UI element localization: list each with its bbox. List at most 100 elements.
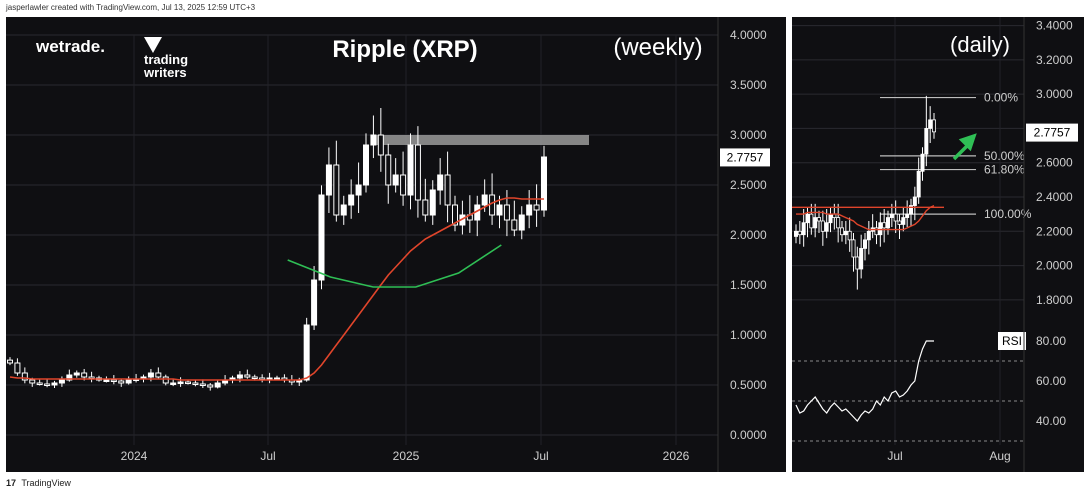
rsi-y-tick: 80.00 bbox=[1036, 334, 1066, 348]
weekly-candle-body bbox=[118, 380, 125, 384]
weekly-moving-average bbox=[9, 197, 544, 381]
weekly-candle-body bbox=[518, 214, 525, 231]
daily-chart-panel[interactable]: 0.00% 50.00% 61.80% 100.00% 80.00 60.00 40.00… bbox=[792, 17, 1084, 472]
weekly-candle-body bbox=[303, 324, 310, 381]
weekly-candle-body bbox=[414, 144, 421, 201]
weekly-candle-body bbox=[21, 372, 28, 381]
fib-levels: 0.00% 50.00%61.80% 100.00% bbox=[880, 91, 1032, 221]
weekly-candle-body bbox=[58, 379, 65, 384]
weekly-candle-body bbox=[429, 189, 436, 216]
weekly-axis: 4.0000 3.5000 3.0000 2.5000 2.0000 1.5000 1.00… bbox=[121, 17, 770, 472]
logo-mark-icon bbox=[144, 37, 162, 53]
rsi-pane: 80.00 60.00 40.00 RSI bbox=[792, 332, 1066, 442]
daily-candle-body bbox=[836, 217, 841, 229]
daily-candle-body bbox=[843, 230, 848, 236]
chart-title: Ripple (XRP) bbox=[332, 36, 477, 63]
daily-candle-body bbox=[794, 230, 799, 237]
weekly-last-price-box bbox=[720, 148, 770, 167]
fib-level-label: 100.00% bbox=[984, 207, 1032, 221]
weekly-y-tick: 1.5000 bbox=[730, 278, 767, 292]
weekly-candle-body bbox=[541, 156, 547, 211]
weekly-candle-body bbox=[199, 383, 206, 386]
weekly-candle-body bbox=[355, 184, 362, 196]
weekly-candle-body bbox=[511, 219, 518, 231]
weekly-candle-body bbox=[481, 194, 488, 206]
daily-candle-body bbox=[886, 217, 891, 229]
daily-candles bbox=[794, 95, 936, 290]
weekly-candle-body bbox=[392, 174, 399, 186]
up-arrow-icon bbox=[952, 133, 977, 161]
daily-candle-body bbox=[866, 230, 871, 241]
daily-candle-body bbox=[912, 196, 917, 206]
weekly-y-tick: 0.0000 bbox=[730, 428, 767, 442]
rsi-line bbox=[795, 340, 934, 422]
weekly-candle-body bbox=[236, 374, 243, 379]
daily-chart-svg[interactable]: 0.00% 50.00%61.80% 100.00% 80.00 60.00 40.00… bbox=[792, 17, 1084, 472]
weekly-candle-body bbox=[44, 383, 51, 386]
weekly-candle-body bbox=[66, 374, 73, 381]
daily-candle-body bbox=[851, 239, 856, 258]
weekly-candle-body bbox=[496, 204, 503, 216]
daily-x-tick: Jul bbox=[887, 449, 902, 463]
daily-y-tick: 3.4000 bbox=[1036, 19, 1073, 33]
daily-y-tick: 2.6000 bbox=[1036, 156, 1073, 170]
tw-line2: writers bbox=[144, 65, 187, 80]
fib-level-label: 50.00% bbox=[984, 149, 1025, 163]
daily-candle-body bbox=[820, 220, 825, 232]
daily-candle-body bbox=[813, 217, 818, 229]
weekly-grid bbox=[6, 34, 718, 445]
weekly-rounding-curve bbox=[287, 244, 502, 288]
tradingview-logo-icon: 17 bbox=[6, 478, 17, 488]
footer: 17 TradingView bbox=[0, 476, 1084, 490]
daily-candle-body bbox=[816, 217, 821, 222]
rsi-legend-label: RSI bbox=[1002, 334, 1022, 348]
weekly-x-tick: Jul bbox=[533, 449, 548, 463]
weekly-candle-body bbox=[251, 376, 258, 379]
weekly-candle-body bbox=[533, 204, 540, 211]
weekly-chart-svg[interactable]: 4.0000 3.5000 3.0000 2.5000 2.0000 1.5000 1.00… bbox=[6, 17, 786, 472]
weekly-candle-body bbox=[29, 379, 36, 384]
weekly-candle-body bbox=[36, 382, 43, 385]
daily-candle-body bbox=[909, 205, 914, 215]
weekly-y-tick: 3.5000 bbox=[730, 78, 767, 92]
daily-candle-body bbox=[824, 222, 829, 232]
weekly-candle-body bbox=[503, 204, 510, 221]
weekly-candle-body bbox=[207, 384, 214, 388]
weekly-candle-body bbox=[244, 374, 251, 378]
daily-subtitle: (daily) bbox=[950, 32, 1010, 57]
weekly-chart-panel[interactable]: 4.0000 3.5000 3.0000 2.5000 2.0000 1.5000 1.00… bbox=[6, 17, 786, 472]
weekly-candle-body bbox=[526, 204, 533, 216]
weekly-candle-body bbox=[110, 379, 117, 382]
weekly-last-price-label: 2.7757 bbox=[727, 150, 764, 164]
daily-candle-body bbox=[840, 227, 845, 236]
weekly-candle-body bbox=[370, 134, 377, 146]
weekly-lines bbox=[9, 197, 544, 381]
weekly-candle-body bbox=[170, 382, 177, 385]
weekly-candle-body bbox=[192, 382, 199, 385]
weekly-y-tick: 3.0000 bbox=[730, 128, 767, 142]
weekly-candle-body bbox=[214, 382, 221, 388]
daily-candle-body bbox=[805, 213, 810, 224]
daily-candle-body bbox=[878, 222, 883, 236]
daily-candle-body bbox=[905, 213, 910, 218]
weekly-candle-body bbox=[73, 372, 80, 376]
weekly-candle-body bbox=[185, 381, 191, 384]
wetrade-logo-text: wetrade. bbox=[36, 37, 105, 56]
weekly-x-tick: 2025 bbox=[393, 449, 420, 463]
weekly-y-tick: 4.0000 bbox=[730, 28, 767, 42]
weekly-candles bbox=[7, 108, 547, 391]
daily-candle-body bbox=[897, 220, 902, 225]
daily-y-tick: 2.0000 bbox=[1036, 259, 1073, 273]
daily-y-tick: 2.2000 bbox=[1036, 224, 1073, 238]
weekly-y-tick: 2.5000 bbox=[730, 178, 767, 192]
daily-candle-body bbox=[893, 213, 898, 222]
daily-moving-average bbox=[796, 204, 935, 231]
wetrade-logo: wetrade. bbox=[36, 37, 105, 57]
weekly-candle-body bbox=[363, 144, 369, 186]
daily-axis: 3.40003.20003.00002.80002.60002.40002.20… bbox=[887, 17, 1078, 472]
weekly-candle-body bbox=[407, 144, 414, 196]
weekly-candle-body bbox=[400, 174, 407, 196]
weekly-candle-body bbox=[147, 372, 154, 378]
resistance-zone bbox=[373, 135, 589, 145]
attribution-text: jasperlawler created with TradingView.co… bbox=[6, 3, 256, 12]
